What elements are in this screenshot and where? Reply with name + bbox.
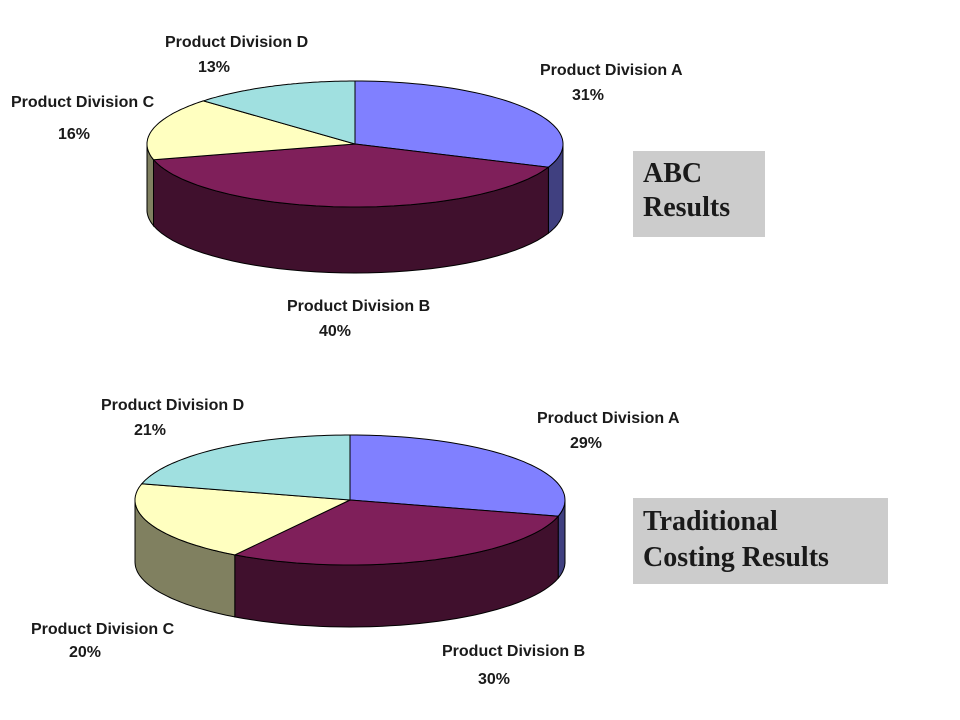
abc-label-d-name: Product Division D: [165, 34, 308, 51]
traditional-pie-chart: [134, 434, 566, 628]
trad-label-a-name: Product Division A: [537, 410, 680, 427]
trad-label-b-pct: 30%: [478, 671, 510, 688]
pie-slice-product-division-a: [349, 434, 566, 517]
pie-slice-product-division-a: [354, 80, 564, 168]
abc-label-c-name: Product Division C: [11, 94, 155, 111]
abc-label-a-pct: 31%: [572, 87, 604, 104]
trad-box-line1: Traditional: [643, 506, 778, 537]
pie-slice-product-division-b: [233, 499, 560, 566]
pie-slice-product-division-d: [201, 80, 356, 145]
abc-box-line2: Results: [643, 192, 731, 223]
pie-slice-product-division-c: [134, 483, 352, 556]
abc-box-line1: ABC: [643, 158, 703, 189]
abc-pie-chart: [146, 80, 564, 274]
trad-label-c-name: Product Division C: [31, 621, 175, 638]
trad-label-c-pct: 20%: [69, 644, 101, 661]
abc-label-c-pct: 16%: [58, 126, 90, 143]
pie-slice-product-division-b: [152, 143, 550, 208]
abc-label-a-name: Product Division A: [540, 62, 683, 79]
traditional-results-box: Traditional Costing Results: [633, 498, 888, 584]
abc-results-box: ABC Results: [633, 151, 765, 237]
trad-box-line2: Costing Results: [643, 542, 829, 573]
trad-label-d-name: Product Division D: [101, 397, 244, 414]
abc-label-d-pct: 13%: [198, 59, 230, 76]
pie-slice-product-division-d: [140, 434, 351, 501]
trad-label-a-pct: 29%: [570, 435, 602, 452]
abc-label-b-name: Product Division B: [287, 298, 430, 315]
trad-label-b-name: Product Division B: [442, 643, 585, 660]
pie-slice-product-division-c: [146, 100, 356, 161]
trad-label-d-pct: 21%: [134, 422, 166, 439]
abc-label-b-pct: 40%: [319, 323, 351, 340]
